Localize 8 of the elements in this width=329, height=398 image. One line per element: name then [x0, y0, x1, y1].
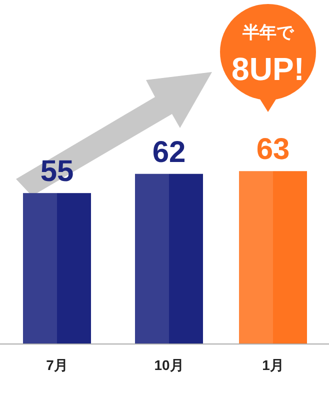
data-label: 62: [152, 136, 186, 169]
data-label: 55: [40, 155, 74, 188]
data-label: 63: [256, 133, 290, 166]
x-tick-label: 7月: [46, 357, 68, 373]
x-tick-label: 1月: [262, 357, 284, 373]
text: 8UP!: [232, 51, 304, 87]
text: 半年で: [242, 23, 294, 42]
x-tick-label: 10月: [154, 357, 184, 373]
